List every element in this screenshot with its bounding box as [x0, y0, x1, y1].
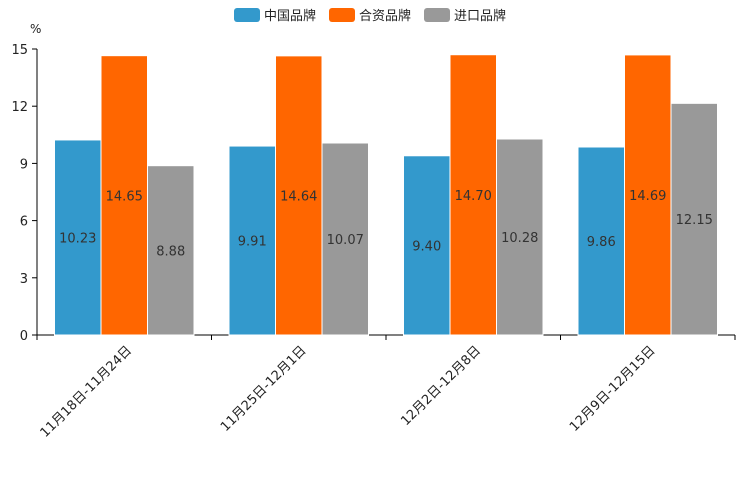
- bar: [496, 138, 544, 336]
- bar: [100, 55, 148, 336]
- data-label: 14.64: [280, 189, 317, 204]
- legend-swatch: [329, 8, 355, 22]
- bar: [449, 54, 497, 336]
- bar: [147, 165, 195, 336]
- data-label: 14.70: [455, 189, 492, 204]
- bar: [670, 102, 718, 336]
- data-label: 9.40: [412, 239, 441, 254]
- y-tick-label: 12: [11, 100, 28, 115]
- legend: 中国品牌 合资品牌 进口品牌: [234, 8, 506, 24]
- y-tick-label: 0: [20, 329, 28, 344]
- x-axis: 11月18日-11月24日 11月25日-12月1日 12月2日-12月8日 12月9…: [36, 334, 736, 441]
- y-tick-label: 6: [20, 215, 28, 230]
- bar: [54, 139, 102, 336]
- data-label: 14.65: [106, 189, 143, 204]
- bar: [228, 145, 276, 336]
- bar: [275, 55, 323, 336]
- y-axis-unit: %: [30, 22, 41, 36]
- data-label: 14.69: [629, 189, 666, 204]
- y-axis: 0 3 6 9 12 15: [11, 43, 38, 344]
- y-tick-label: 3: [20, 272, 28, 287]
- bar: [577, 146, 625, 336]
- legend-label: 中国品牌: [264, 8, 316, 24]
- legend-label: 合资品牌: [359, 8, 411, 24]
- legend-swatch: [424, 8, 450, 22]
- data-label: 10.07: [327, 233, 364, 248]
- x-tick-label: 11月25日-12月1日: [218, 343, 310, 435]
- bar: [321, 142, 369, 336]
- data-label: 10.23: [59, 231, 96, 246]
- x-tick-label: 12月2日-12月8日: [398, 343, 484, 429]
- y-tick-label: 15: [11, 43, 28, 58]
- bar: [403, 155, 451, 336]
- data-label: 9.86: [587, 235, 616, 250]
- legend-label: 进口品牌: [454, 8, 506, 24]
- data-label: 9.91: [238, 235, 267, 250]
- x-tick-label: 11月18日-11月24日: [38, 343, 135, 440]
- legend-swatch: [234, 8, 260, 22]
- bar-labels: 10.23 9.91 9.40 9.86 14.65 14.64 14.70 14.69 8.8…: [59, 189, 713, 259]
- bars: [54, 54, 718, 336]
- y-tick-label: 9: [20, 157, 28, 172]
- x-tick-label: 12月9日-12月15日: [567, 343, 659, 435]
- data-label: 10.28: [501, 231, 538, 246]
- data-label: 8.88: [156, 244, 185, 259]
- data-label: 12.15: [676, 213, 713, 228]
